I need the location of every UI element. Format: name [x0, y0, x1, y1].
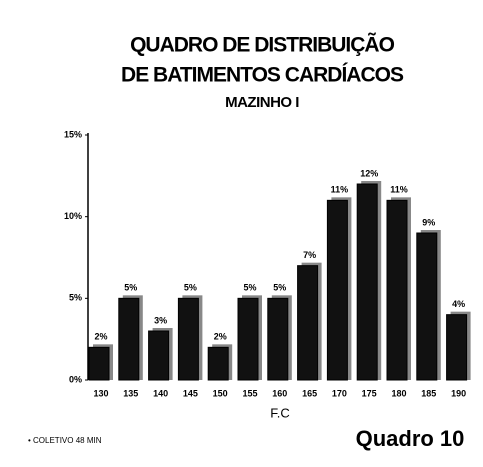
bar [416, 232, 438, 381]
note: • COLETIVO 48 MIN [28, 436, 102, 445]
bar [446, 314, 468, 381]
x-tick-label: 175 [362, 388, 377, 398]
data-label: 2% [214, 332, 227, 342]
bar [267, 297, 289, 381]
data-label: 12% [360, 168, 378, 178]
bar [356, 183, 378, 381]
x-tick-label: 185 [421, 388, 436, 398]
x-tick-label: 130 [93, 388, 108, 398]
x-tick-label: 160 [272, 388, 287, 398]
data-label: 11% [390, 185, 408, 195]
data-label: 3% [154, 315, 167, 325]
chart-title: QUADRO DE DISTRIBUIÇÃO [130, 34, 395, 57]
x-tick-label: 155 [242, 388, 257, 398]
bar [237, 297, 259, 381]
x-tick-label: 150 [213, 388, 228, 398]
y-tick-label: 10% [64, 211, 82, 221]
bar [148, 330, 170, 381]
data-label: 2% [94, 332, 107, 342]
data-label: 4% [452, 299, 465, 309]
y-tick-label: 5% [69, 293, 82, 303]
data-label: 11% [331, 185, 349, 195]
bar [297, 265, 319, 381]
x-tick-label: 180 [391, 388, 406, 398]
chart-subtitle: MAZINHO I [225, 94, 299, 111]
data-label: 5% [124, 283, 137, 293]
x-tick-label: 140 [153, 388, 168, 398]
y-tick-label: 15% [64, 129, 82, 139]
x-tick-label: 145 [183, 388, 198, 398]
x-tick-label: 190 [451, 388, 466, 398]
x-tick-label: 135 [123, 388, 138, 398]
bar [88, 346, 110, 381]
chart-title: DE BATIMENTOS CARDÍACOS [121, 64, 404, 87]
x-axis-label: F.C [270, 405, 290, 420]
bar [386, 199, 408, 381]
data-label: 5% [243, 283, 256, 293]
x-tick-label: 170 [332, 388, 347, 398]
y-tick-label: 0% [69, 374, 82, 384]
bar [207, 346, 229, 381]
bar [118, 297, 140, 381]
data-label: 5% [273, 283, 286, 293]
figure-label: Quadro 10 [356, 426, 465, 451]
bar [326, 199, 348, 381]
data-label: 9% [422, 217, 435, 227]
data-label: 5% [184, 283, 197, 293]
x-tick-label: 165 [302, 388, 317, 398]
bar [177, 297, 199, 381]
data-label: 7% [303, 250, 316, 260]
